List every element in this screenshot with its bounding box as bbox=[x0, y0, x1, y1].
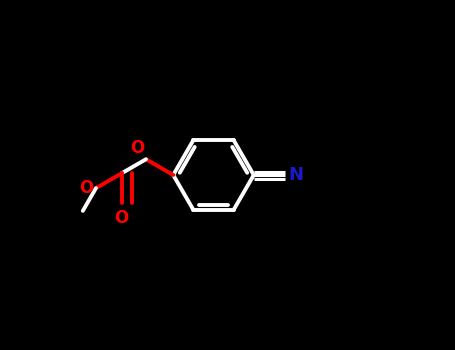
Text: O: O bbox=[130, 140, 144, 158]
Text: O: O bbox=[79, 179, 93, 197]
Text: O: O bbox=[115, 209, 129, 227]
Text: N: N bbox=[288, 166, 303, 184]
